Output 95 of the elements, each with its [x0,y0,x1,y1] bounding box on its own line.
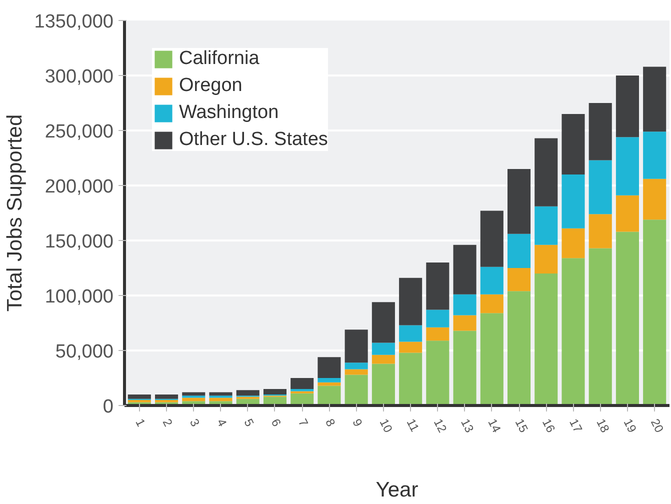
x-tick-label: 9 [350,416,366,430]
x-tick-label: 5 [241,416,257,430]
x-tick-label: 18 [594,416,612,436]
bar [534,274,558,406]
bar [507,169,531,234]
legend-label: Washington [179,102,279,124]
bar [562,258,585,406]
bar [372,302,395,343]
x-tick-label: 10 [376,416,396,436]
bar [399,342,422,353]
x-tick-label: 7 [295,416,312,430]
bar [453,294,476,316]
bar [318,382,341,386]
bar [426,327,450,341]
bar [344,374,368,406]
bar [588,214,612,248]
bar [399,352,422,406]
bar [507,268,531,292]
bar [616,137,639,196]
bar [643,178,666,220]
bar [534,206,558,245]
x-tick-label: 17 [566,416,586,436]
x-tick-label: 16 [539,416,558,436]
x-tick-label: 1 [132,416,148,430]
y-tick-label: 300,000 [44,66,114,88]
bar [453,244,476,294]
bar [480,266,504,294]
x-tick-label: 8 [322,416,338,430]
x-tick-label: 13 [458,416,477,436]
x-tick-label: 4 [214,416,230,430]
bar [507,291,531,406]
bar [372,354,395,364]
y-axis-title: Total Jobs Supported [3,114,26,312]
bar [372,342,395,355]
x-tick-label: 3 [186,416,203,430]
y-tick-label: 100,000 [44,286,114,308]
bar [318,357,341,378]
bar [562,114,585,174]
bar [372,364,395,406]
bar [209,398,232,402]
bar [588,248,612,406]
bar [318,378,341,382]
bar [155,394,178,399]
bar [480,210,504,267]
bar [182,392,206,396]
bar [426,340,450,406]
bar [344,369,368,375]
bar [426,262,450,310]
bar [616,195,639,232]
bar [643,132,666,179]
bar [182,398,206,402]
bar [318,386,341,406]
bar [128,394,151,399]
bar [616,232,639,406]
x-tick-label: 6 [268,416,284,430]
y-tick-label: 0 [102,396,114,418]
bar [562,228,585,258]
x-tick-label: 14 [485,416,504,436]
x-tick-label: 19 [620,416,640,436]
x-tick-label: 20 [648,416,667,436]
y-tick-label: 1350,000 [34,12,114,32]
x-tick-label: 12 [430,416,450,436]
x-tick-label: 11 [404,416,422,434]
x-axis-title: Year [376,478,418,502]
bar [507,234,531,268]
bar [209,392,232,396]
bar [399,278,422,326]
legend-label: California [179,48,260,70]
x-tick-label: 2 [160,416,176,430]
bar [263,389,287,394]
bar [534,138,558,206]
legend-label: Other U.S. States [179,129,328,151]
y-tick-label: 150,000 [44,232,114,252]
bar [453,315,476,331]
y-tick-label: 200,000 [44,176,114,198]
bar [426,310,450,328]
x-tick-label: 15 [512,416,532,436]
bar [236,390,260,396]
bar [480,294,504,314]
legend-label: Oregon [179,75,242,97]
bar [616,76,639,138]
bar [453,330,476,406]
bar [588,103,612,160]
bar [588,160,612,214]
bar [344,362,368,370]
bar [399,325,422,342]
bar [480,313,504,406]
y-tick-label: 250,000 [44,122,114,142]
bar [643,66,666,132]
bar [643,220,666,406]
bar [562,174,585,228]
bar [290,378,314,389]
bar [534,244,558,274]
y-tick-label: 50,000 [55,342,114,362]
bar [344,330,368,363]
